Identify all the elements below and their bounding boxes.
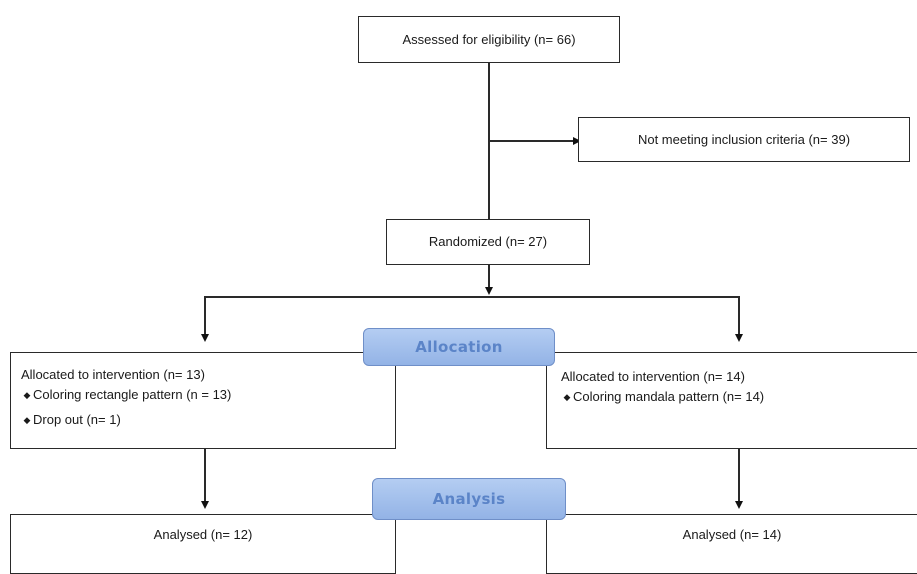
connector-split-horizontal [204, 296, 739, 298]
connector-to-excluded [489, 140, 575, 142]
analysis-stage-label: Analysis [372, 478, 566, 520]
connector-randomized-down [488, 264, 490, 289]
connector-left-branch [204, 296, 206, 334]
left-analysis-label: Analysed (n= 12) [153, 527, 253, 542]
arrow-randomized-split [485, 287, 493, 295]
analysis-stage-text: Analysis [432, 490, 506, 508]
list-item: ◆ Drop out (n= 1) [21, 412, 395, 428]
bullet-icon: ◆ [23, 390, 31, 400]
randomized-label: Randomized (n= 27) [428, 234, 548, 249]
bullet-icon: ◆ [563, 392, 571, 402]
left-allocation-item: Drop out (n= 1) [33, 412, 121, 427]
randomized-box: Randomized (n= 27) [386, 219, 590, 265]
right-allocation-item: Coloring mandala pattern (n= 14) [573, 389, 765, 404]
left-allocation-title: Allocated to intervention (n= 13) [21, 367, 205, 382]
left-allocation-box: Allocated to intervention (n= 13) ◆ Colo… [10, 352, 396, 449]
left-allocation-item: Coloring rectangle pattern (n = 13) [33, 387, 232, 402]
connector-right-to-analysis [738, 448, 740, 501]
right-allocation-box: Allocated to intervention (n= 14) ◆ Colo… [546, 352, 917, 449]
right-allocation-title: Allocated to intervention (n= 14) [561, 369, 745, 384]
arrow-right-analysis [735, 501, 743, 509]
excluded-label: Not meeting inclusion criteria (n= 39) [637, 131, 851, 147]
consort-flow-diagram: Assessed for eligibility (n= 66) Not mee… [10, 16, 917, 574]
left-analysis-box: Analysed (n= 12) [10, 514, 396, 574]
allocation-stage-label: Allocation [363, 328, 555, 366]
arrow-left-analysis [201, 501, 209, 509]
assessed-box: Assessed for eligibility (n= 66) [358, 16, 620, 63]
allocation-stage-text: Allocation [415, 338, 503, 356]
connector-left-to-analysis [204, 448, 206, 501]
excluded-box: Not meeting inclusion criteria (n= 39) [578, 117, 910, 162]
arrow-right-allocation [735, 334, 743, 342]
arrow-to-excluded [573, 137, 581, 145]
right-analysis-label: Analysed (n= 14) [682, 527, 782, 542]
connector-right-branch [738, 296, 740, 334]
right-analysis-box: Analysed (n= 14) [546, 514, 917, 574]
list-item: ◆ Coloring mandala pattern (n= 14) [561, 389, 917, 405]
bullet-icon: ◆ [23, 415, 31, 425]
list-item: ◆ Coloring rectangle pattern (n = 13) [21, 387, 395, 403]
assessed-label: Assessed for eligibility (n= 66) [402, 31, 576, 47]
arrow-left-allocation [201, 334, 209, 342]
